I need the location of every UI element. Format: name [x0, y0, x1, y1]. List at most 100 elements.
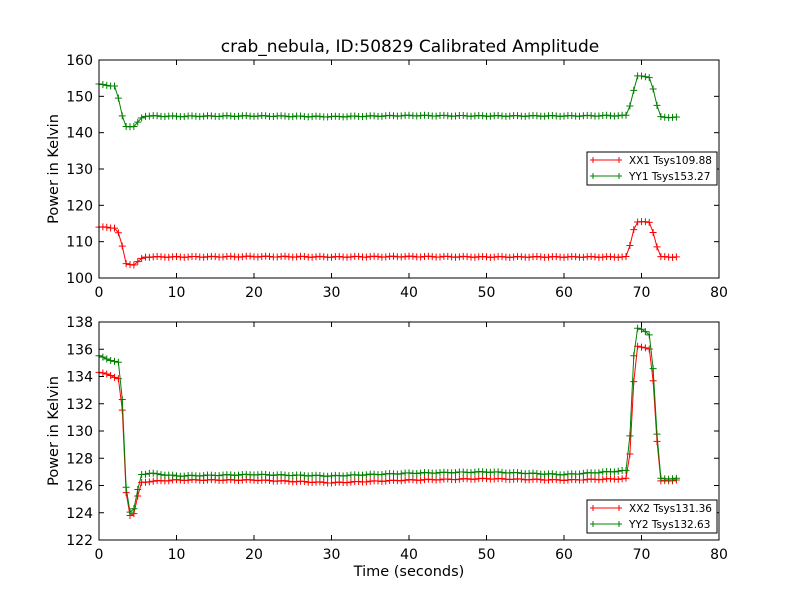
data-point — [672, 253, 680, 261]
data-point — [436, 253, 444, 261]
data-point — [169, 471, 177, 479]
data-point — [452, 112, 459, 120]
data-point — [552, 253, 560, 261]
data-point — [134, 485, 142, 493]
y-tick-label: 124 — [66, 506, 93, 522]
data-point — [494, 468, 502, 476]
data-point — [355, 253, 363, 261]
y-tick-label: 128 — [66, 451, 93, 467]
data-point — [328, 479, 335, 487]
x-tick-label: 40 — [400, 285, 418, 301]
data-point — [111, 357, 118, 365]
data-point — [576, 470, 583, 478]
data-point — [638, 343, 645, 351]
data-point — [343, 113, 351, 121]
data-point — [122, 483, 130, 491]
x-tick-label: 0 — [95, 547, 104, 563]
data-point — [107, 357, 115, 365]
data-point — [653, 101, 661, 109]
x-tick-label: 50 — [478, 285, 496, 301]
x-tick-label: 0 — [95, 285, 104, 301]
data-point — [328, 253, 335, 261]
data-point — [118, 242, 126, 250]
x-tick-label: 10 — [168, 547, 186, 563]
top-subplot: 0 10 20 30 40 50 60 70 80 100 110 120 130 140 150 160 Po… — [46, 53, 728, 301]
x-tick-label: 60 — [555, 547, 573, 563]
data-point — [514, 112, 521, 120]
data-point — [572, 253, 580, 261]
x-tick-label: 10 — [168, 285, 186, 301]
x-tick-label: 20 — [245, 547, 263, 563]
data-point — [180, 113, 188, 121]
data-point — [300, 478, 308, 486]
data-point — [130, 123, 138, 131]
y-axis-label: Power in Kelvin — [46, 376, 62, 486]
data-point — [432, 112, 440, 120]
legend-entry: XX1 Tsys109.88 — [629, 155, 712, 167]
data-point — [514, 469, 521, 477]
data-point — [471, 475, 479, 483]
legend-box — [586, 151, 718, 186]
data-point — [405, 111, 413, 119]
data-point — [641, 328, 649, 336]
data-point — [378, 112, 386, 120]
data-point — [560, 112, 568, 120]
data-point — [246, 252, 254, 260]
data-point — [579, 476, 587, 484]
data-point — [401, 476, 409, 484]
data-point — [525, 253, 533, 261]
data-point — [455, 475, 463, 483]
data-point — [262, 471, 270, 479]
data-point — [490, 253, 498, 261]
data-point — [533, 469, 541, 477]
data-point — [289, 113, 297, 121]
data-point — [103, 223, 111, 231]
data-point — [262, 112, 270, 120]
data-point — [638, 72, 645, 80]
y-axis-label: Power in Kelvin — [46, 114, 62, 224]
data-point — [641, 344, 649, 352]
legend-swatch-marker — [590, 173, 622, 179]
data-point — [362, 112, 370, 120]
y-tick-label: 120 — [66, 198, 93, 214]
data-point — [645, 74, 653, 82]
data-point — [103, 355, 111, 363]
data-point — [207, 112, 215, 120]
data-point — [452, 469, 459, 477]
data-point — [138, 114, 146, 122]
data-point — [134, 118, 142, 126]
data-point — [130, 261, 138, 269]
data-point — [99, 353, 107, 361]
legend-swatch-marker — [590, 157, 622, 163]
data-point — [645, 218, 653, 226]
data-point — [153, 470, 161, 478]
data-point — [157, 471, 165, 479]
x-tick-label: 70 — [633, 285, 651, 301]
x-tick-label: 40 — [400, 547, 418, 563]
data-point — [599, 475, 607, 483]
y-tick-label: 160 — [66, 53, 93, 69]
data-point — [300, 253, 308, 261]
x-tick-label: 80 — [710, 285, 728, 301]
data-point — [483, 475, 490, 483]
data-point — [359, 471, 366, 479]
data-point — [653, 430, 661, 438]
chart-title: crab_nebula, ID:50829 Calibrated Amplitu… — [221, 37, 599, 57]
data-point — [320, 253, 328, 261]
series-markers-yy2 — [95, 324, 680, 516]
data-point — [417, 469, 425, 477]
data-point — [122, 260, 130, 268]
data-point — [153, 112, 161, 120]
data-point — [432, 469, 440, 477]
data-point — [347, 478, 355, 486]
data-point — [397, 470, 405, 478]
data-point — [215, 472, 223, 480]
data-point — [118, 112, 126, 120]
data-point — [362, 253, 370, 261]
x-axis-label: Time (seconds) — [353, 564, 465, 580]
data-point — [114, 375, 122, 383]
data-point — [347, 253, 355, 261]
data-point — [273, 253, 281, 261]
data-point — [498, 253, 506, 261]
data-point — [142, 470, 149, 478]
